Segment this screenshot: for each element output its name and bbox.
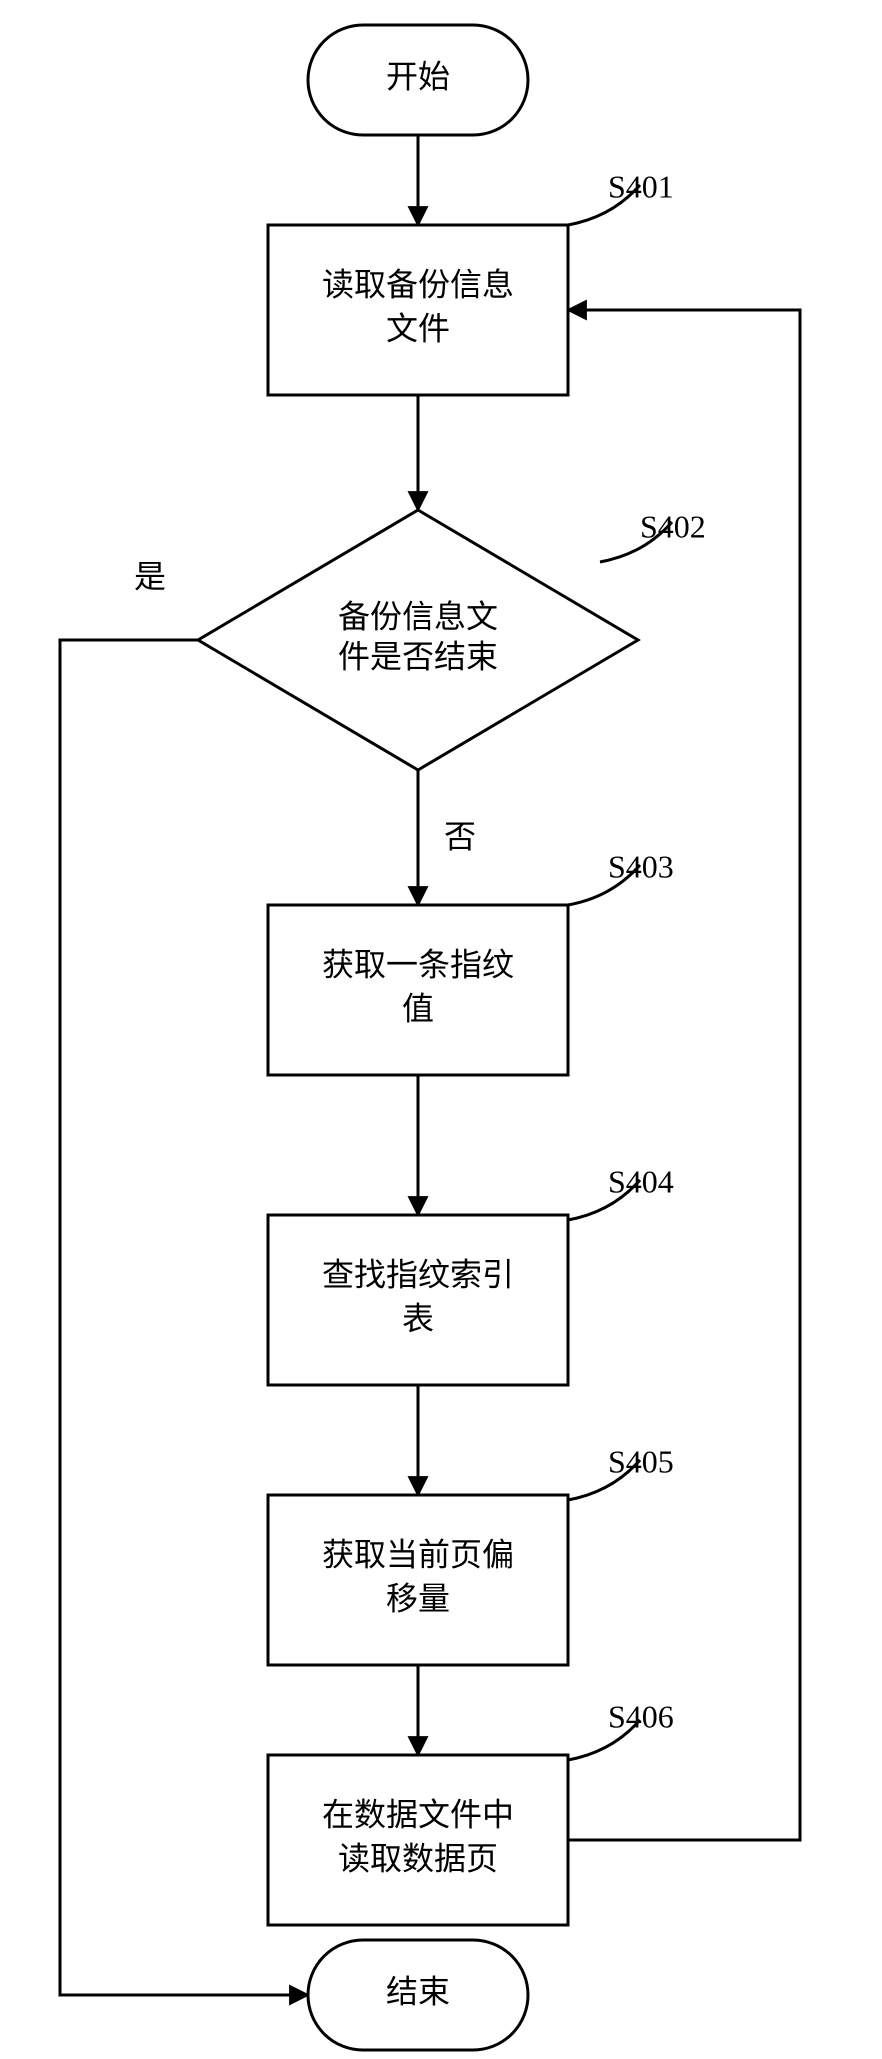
node-s406-label1: 在数据文件中 (322, 1796, 514, 1832)
node-s402-label1: 备份信息文 (338, 598, 498, 634)
node-end: 结束 (308, 1940, 528, 2050)
flowchart-diagram: 否是开始读取备份信息文件备份信息文件是否结束获取一条指纹值查找指纹索引表获取当前… (0, 0, 882, 2059)
step-label-s403: S403 (608, 848, 674, 884)
node-s406: 在数据文件中读取数据页 (268, 1755, 568, 1925)
step-label-s404: S404 (608, 1163, 674, 1199)
node-s404-label1: 查找指纹索引 (322, 1256, 514, 1292)
node-s405: 获取当前页偏移量 (268, 1495, 568, 1665)
node-start: 开始 (308, 25, 528, 135)
step-label-s401: S401 (608, 168, 674, 204)
node-s401-label2: 文件 (386, 310, 450, 346)
step-label-s405: S405 (608, 1443, 674, 1479)
node-s401: 读取备份信息文件 (268, 225, 568, 395)
node-s403-label1: 获取一条指纹 (322, 946, 514, 982)
node-s402: 备份信息文件是否结束 (198, 510, 638, 770)
node-s405-label2: 移量 (386, 1580, 450, 1616)
node-s405-label1: 获取当前页偏 (322, 1536, 514, 1572)
node-end-label: 结束 (386, 1973, 450, 2009)
edge-label-e7_yes: 是 (134, 558, 166, 594)
node-s406-label2: 读取数据页 (338, 1840, 498, 1876)
edge-label-e2: 否 (444, 818, 476, 854)
step-label-s406: S406 (608, 1698, 674, 1734)
node-s402-label2: 件是否结束 (338, 638, 498, 674)
node-s404-label2: 表 (402, 1300, 434, 1336)
node-s404: 查找指纹索引表 (268, 1215, 568, 1385)
node-start-label: 开始 (386, 58, 450, 94)
node-s403-label2: 值 (402, 990, 434, 1026)
node-s401-label1: 读取备份信息 (322, 266, 514, 302)
node-s403: 获取一条指纹值 (268, 905, 568, 1075)
step-label-s402: S402 (640, 508, 706, 544)
